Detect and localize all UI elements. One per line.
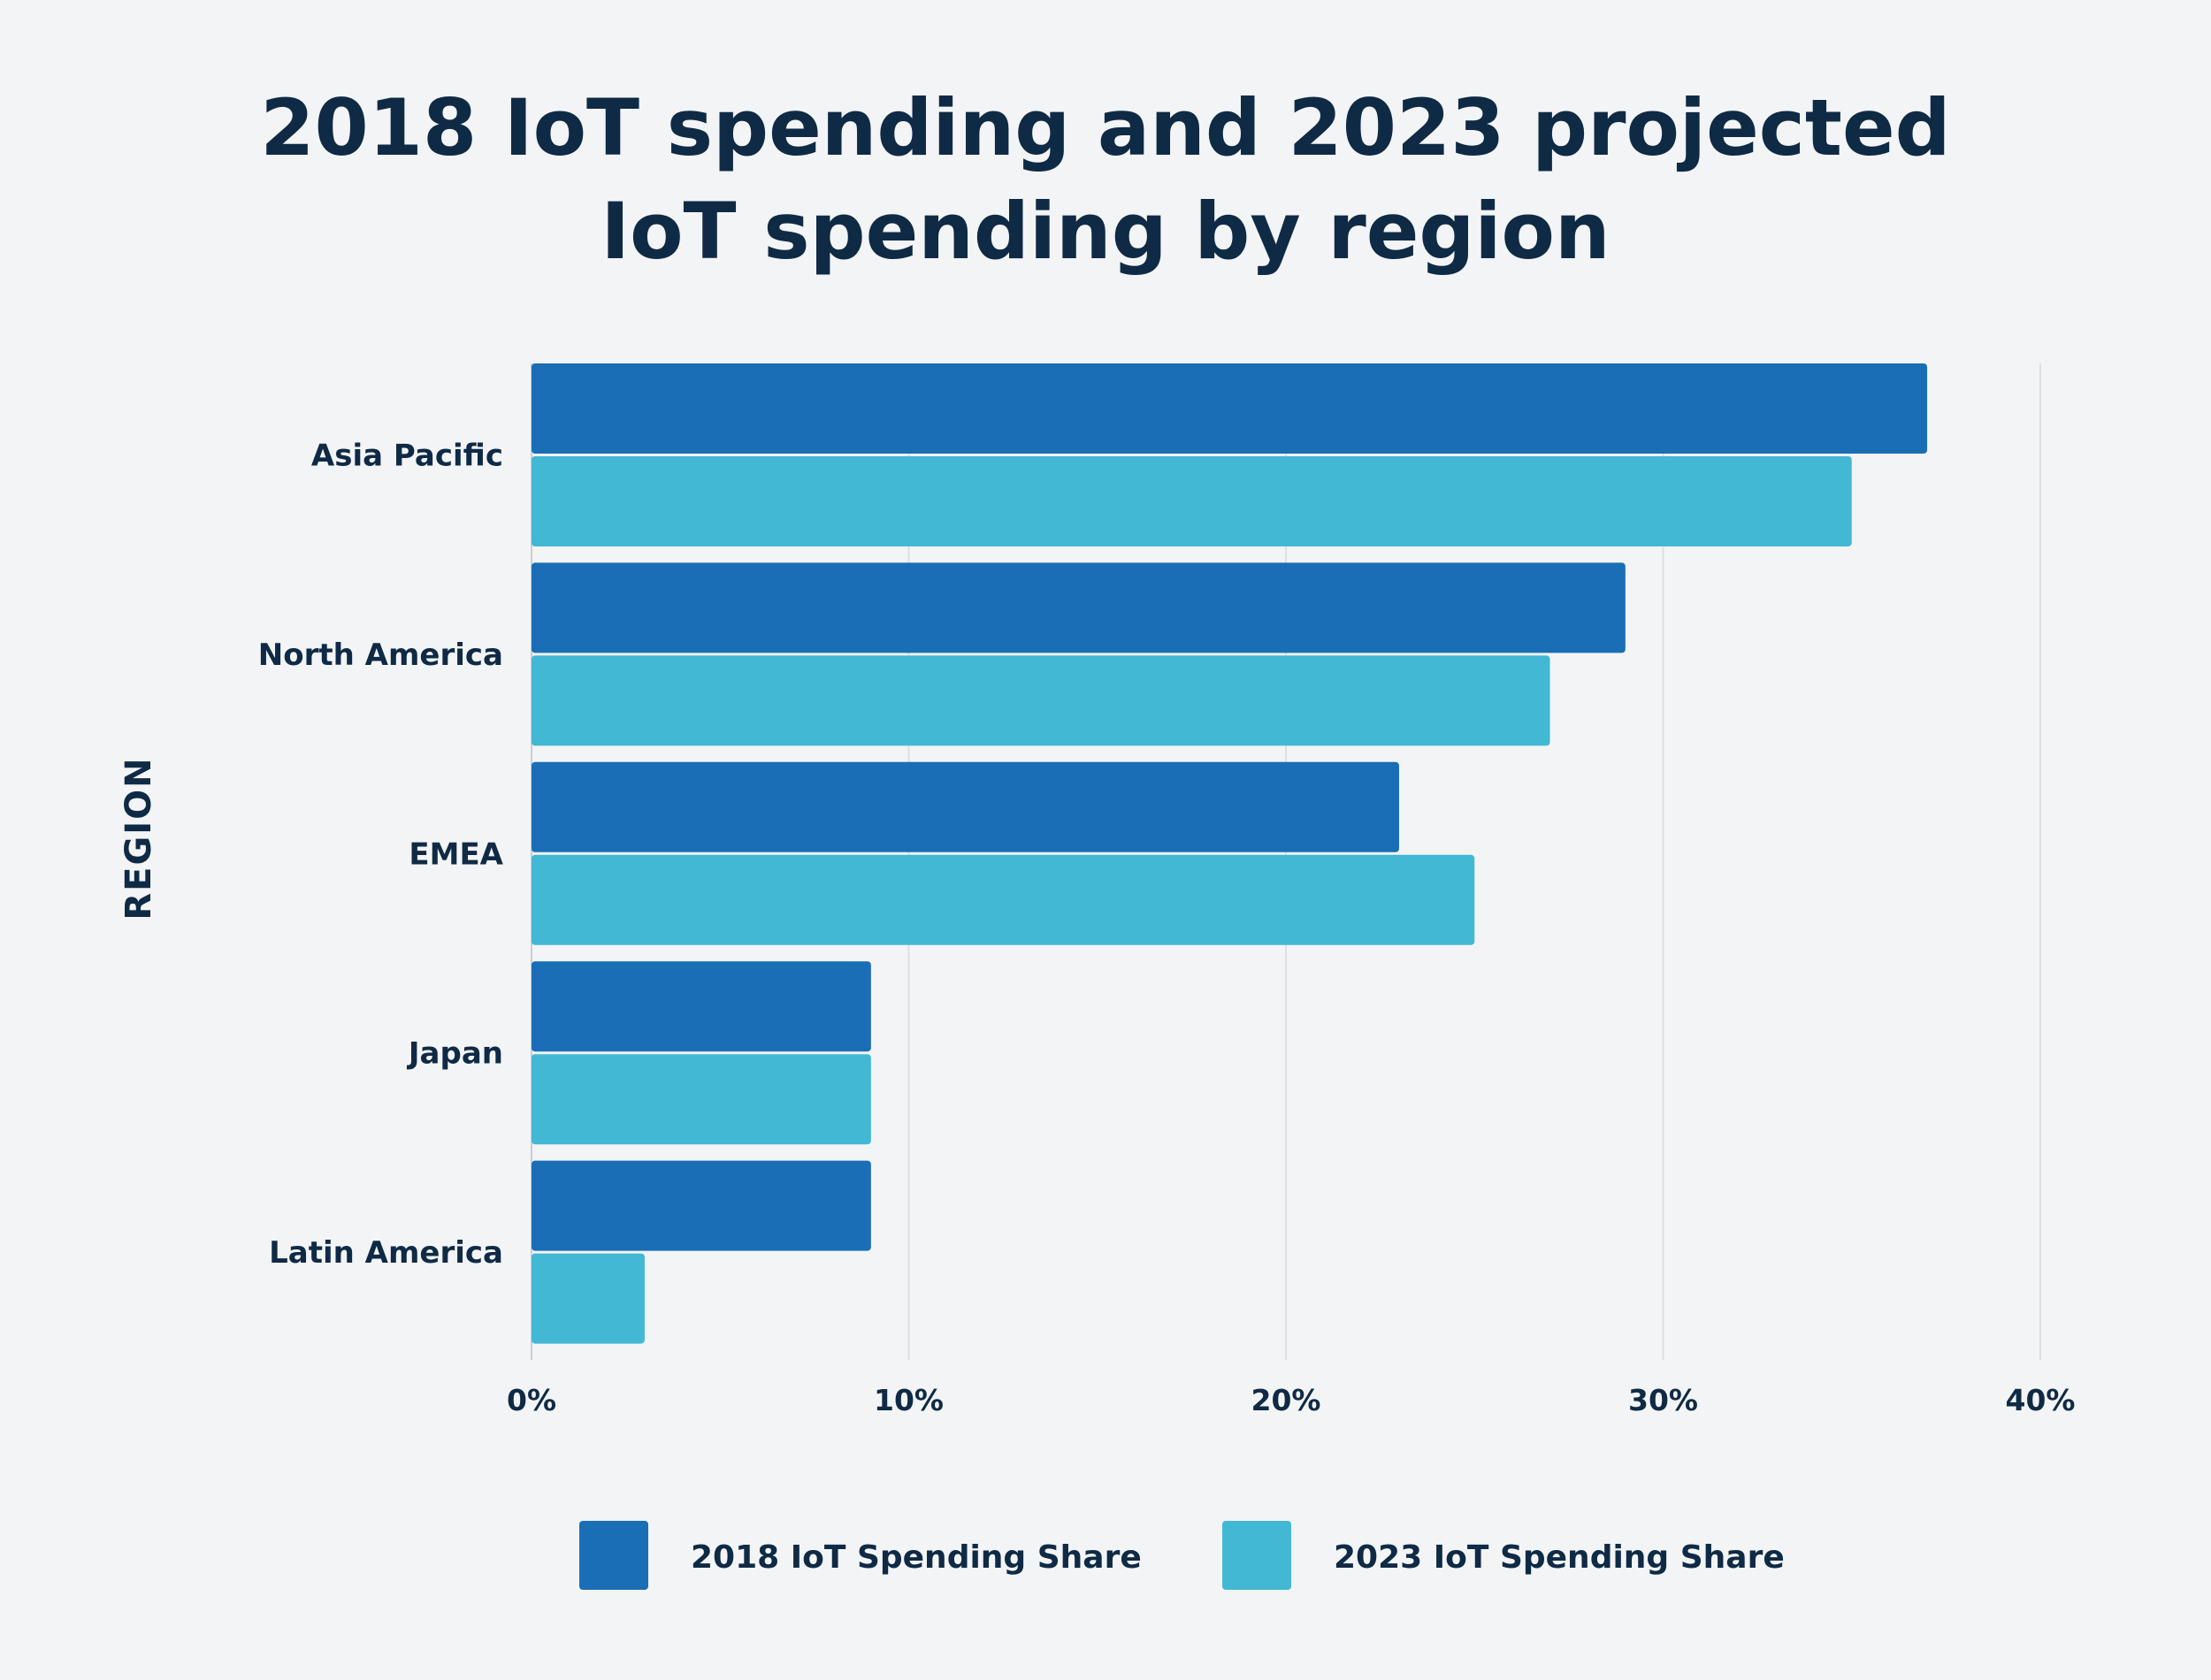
category-label: North America	[258, 638, 503, 673]
bar-2018	[532, 562, 1626, 653]
bar-2018	[532, 363, 1928, 454]
bar-2023	[532, 1054, 871, 1145]
x-tick-label: 10%	[874, 1383, 944, 1417]
x-tick-label: 40%	[2006, 1383, 2076, 1417]
x-tick-label: 0%	[507, 1383, 556, 1417]
bar-2018	[532, 1160, 871, 1251]
category-label: Asia Pacific	[311, 439, 503, 474]
x-tick-label: 20%	[1251, 1383, 1321, 1417]
x-tick-label: 30%	[1628, 1383, 1698, 1417]
bar-2023	[532, 1253, 645, 1344]
bar-2018	[532, 761, 1399, 852]
bar-2023	[532, 456, 1852, 546]
y-axis-label: REGION	[119, 756, 159, 920]
chart-title-line-1: 2018 IoT spending and 2023 projected	[260, 82, 1950, 173]
legend-swatch	[579, 1521, 648, 1590]
category-label: Latin America	[269, 1235, 503, 1271]
chart-title-line-2: IoT spending by region	[601, 186, 1610, 277]
bar-2018	[532, 961, 871, 1052]
category-label: Japan	[407, 1036, 503, 1072]
bar-2023	[532, 655, 1550, 746]
bar-2023	[532, 854, 1475, 945]
category-label: EMEA	[409, 836, 503, 872]
legend-label: 2018 IoT Spending Share	[691, 1539, 1142, 1576]
legend-label: 2023 IoT Spending Share	[1334, 1539, 1785, 1576]
legend-swatch	[1222, 1521, 1291, 1590]
